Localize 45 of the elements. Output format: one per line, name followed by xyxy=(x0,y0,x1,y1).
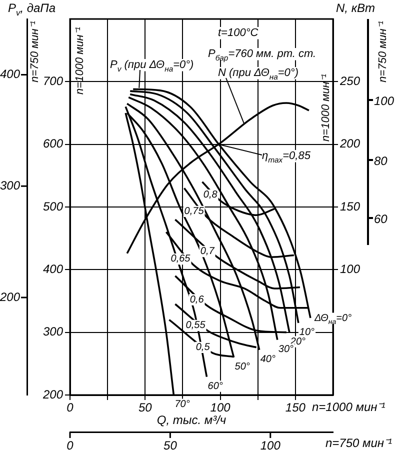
text: N, кВт xyxy=(336,1,376,15)
series-label: 0,55 xyxy=(186,320,206,332)
x2-tick-label: 0 xyxy=(66,438,74,450)
series-label: 10° xyxy=(299,326,315,338)
y2-tick-label: 150 xyxy=(340,199,360,214)
text: 80 xyxy=(374,154,388,168)
x2-axis-title: n=750 мин⁻¹ xyxy=(325,436,392,450)
series-label: 60° xyxy=(208,380,223,392)
y2-tick-label: 250 xyxy=(339,74,360,88)
text: 100 xyxy=(374,94,394,108)
y2-tick-label: 100 xyxy=(340,262,360,276)
series-label: 40° xyxy=(260,354,276,365)
series-label: 0,6 xyxy=(190,294,204,306)
y3-tick-label: 300 xyxy=(0,178,20,192)
x-tick-label: 100 xyxy=(210,400,231,415)
y-tick-label: 600 xyxy=(42,136,64,151)
y3-tick-label: 200 xyxy=(0,290,20,304)
text: n=1000 мин⁻¹ xyxy=(312,400,386,414)
x-axis-title: Q, тыс. м³/ч xyxy=(156,413,226,427)
y-tick-label: 500 xyxy=(42,199,64,214)
x2-tick-label: 100 xyxy=(260,438,281,450)
x-tick-label: 0 xyxy=(66,400,74,415)
annotation: t=100°C xyxy=(218,27,258,39)
series-label: 0,8 xyxy=(203,190,218,201)
x2-tick-label: 50 xyxy=(164,438,178,450)
y-tick-label: 700 xyxy=(42,74,64,88)
series-label: 0,65 xyxy=(170,254,191,265)
series-label: 0,5 xyxy=(196,342,210,354)
y3-tick-label: 400 xyxy=(0,67,20,82)
text: n=750 мин⁻¹ xyxy=(377,20,389,82)
x-tick-label: 150 xyxy=(285,400,306,415)
series-label: 30° xyxy=(278,344,294,355)
series-label: 0,75 xyxy=(184,206,204,218)
x-tick-label: 50 xyxy=(138,400,152,415)
y2-axis-title: n=1000 мин⁻¹ xyxy=(320,74,332,142)
y3-axis-title: n=750 мин⁻¹ xyxy=(29,20,41,82)
text: 60 xyxy=(374,212,388,226)
y2-tick-label: 200 xyxy=(339,136,360,151)
y-tick-label: 400 xyxy=(42,262,64,276)
series-label: 0,7 xyxy=(200,246,215,258)
y-tick-label: 300 xyxy=(42,324,64,339)
y-axis-title: n=1000 мин⁻¹ xyxy=(74,26,86,94)
y-tick-label: 200 xyxy=(42,387,64,402)
series-label: 70° xyxy=(174,399,190,410)
series-label: 50° xyxy=(234,361,250,372)
